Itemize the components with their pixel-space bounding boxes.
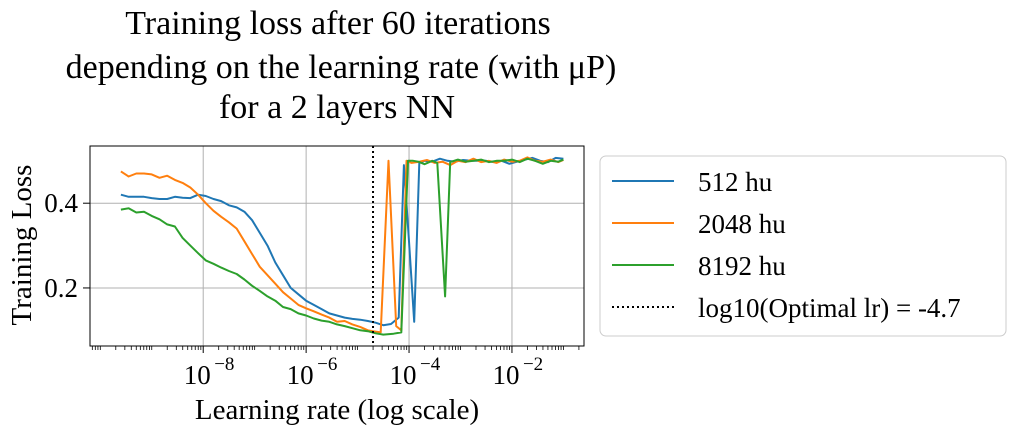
legend-label-2: 2048 hu [698, 209, 786, 239]
x-axis-label: Learning rate (log scale) [195, 394, 479, 426]
legend: 512 hu 2048 hu 8192 hu log10(Optimal lr) = … [599, 155, 1007, 337]
x-tick-label: 10 [492, 360, 519, 390]
legend-label-3: 8192 hu [698, 251, 786, 281]
y-tick-label: 0.4 [44, 188, 78, 218]
y-tick-label: 0.2 [44, 273, 78, 303]
axis-ticks [83, 202, 580, 353]
x-tick-label-exponent: −6 [317, 354, 337, 375]
x-tick-label: 10 [184, 360, 211, 390]
series-line-3 [120, 157, 564, 336]
plot-lines [120, 146, 564, 346]
x-tick-label: 10 [390, 360, 417, 390]
legend-label-4: log10(Optimal lr) = -4.7 [698, 293, 961, 323]
legend-frame [599, 155, 1007, 337]
x-tick-label-exponent: −2 [523, 354, 543, 375]
x-tick-label-exponent: −4 [420, 354, 441, 375]
series-line-2 [120, 156, 564, 334]
x-tick-label-exponent: −8 [214, 354, 234, 375]
chart-title: Training loss after 60 iterations depend… [66, 5, 617, 126]
chart-title-line-1: Training loss after 60 iterations [125, 5, 551, 42]
axis-tick-labels: 10 −8 10 −6 10 −4 10 −20.20.4 [44, 188, 543, 390]
legend-label-1: 512 hu [698, 167, 773, 197]
chart-title-line-2: depending on the learning rate (with μP) [66, 49, 617, 86]
x-tick-label: 10 [287, 360, 314, 390]
chart-title-line-3: for a 2 layers NN [219, 89, 455, 126]
y-axis-label: Training Loss [6, 165, 38, 326]
